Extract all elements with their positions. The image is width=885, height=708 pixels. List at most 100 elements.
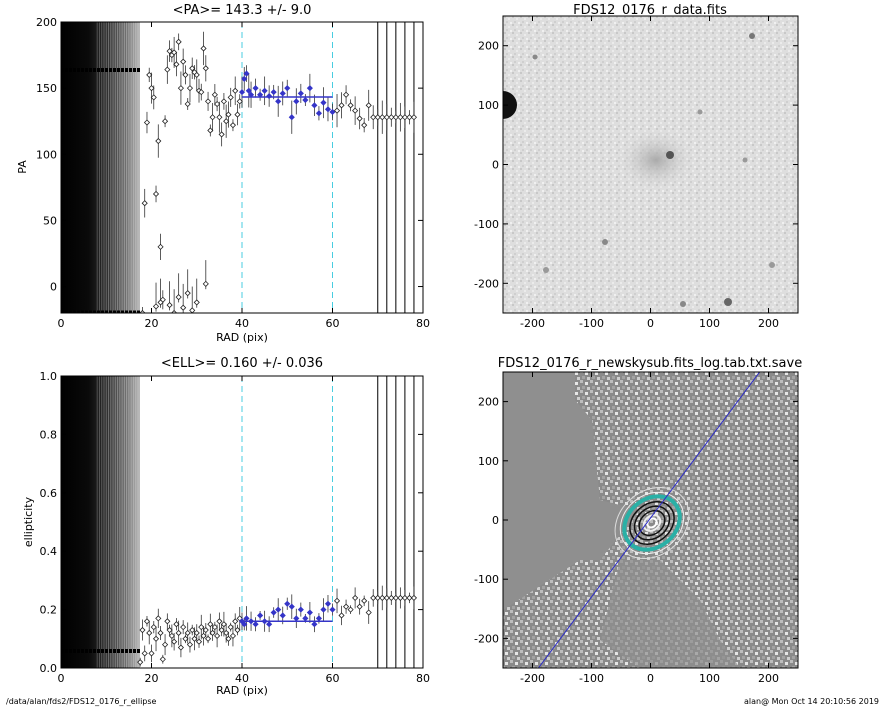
ell-point bbox=[320, 606, 327, 613]
pa-ytick-label: 50 bbox=[43, 214, 57, 227]
ell-point bbox=[146, 629, 153, 637]
data-image-ytick-label: -100 bbox=[474, 218, 499, 231]
pa-title: <PA>= 143.3 +/- 9.0 bbox=[173, 3, 312, 18]
pa-point bbox=[207, 127, 214, 134]
pa-panel: <PA>= 143.3 +/- 9.0 0 20 40 60 80 0 50 100 150 20… bbox=[16, 3, 430, 344]
pa-xtick-label: 0 bbox=[58, 317, 65, 330]
pa-point bbox=[157, 243, 164, 250]
ell-point bbox=[338, 612, 345, 619]
pa-xtick-label: 60 bbox=[326, 317, 340, 330]
pa-point bbox=[216, 114, 223, 121]
pa-point bbox=[397, 114, 404, 121]
ell-point bbox=[257, 612, 264, 619]
pa-point bbox=[261, 87, 268, 94]
ell-point bbox=[220, 621, 227, 628]
data-image-xtick-label: -100 bbox=[579, 317, 604, 330]
pa-point bbox=[152, 303, 160, 310]
ell-point bbox=[202, 626, 209, 634]
pa-point bbox=[148, 85, 155, 92]
ell-point bbox=[184, 629, 191, 637]
ell-point bbox=[243, 615, 250, 622]
pa-ytick-label: 0 bbox=[50, 281, 57, 294]
pa-point bbox=[343, 91, 350, 98]
ell-point bbox=[388, 594, 395, 601]
ell-xlabel: RAD (pix) bbox=[216, 684, 268, 697]
ell-point bbox=[218, 626, 225, 634]
skysub-image-panel: FDS12_0176_r_newskysub.fits_log.tab.txt.… bbox=[474, 356, 802, 685]
pa-point bbox=[150, 94, 157, 101]
pa-point bbox=[202, 65, 209, 72]
ell-point bbox=[297, 606, 304, 613]
ell-xtick-label: 40 bbox=[235, 672, 249, 685]
ell-point bbox=[379, 594, 386, 601]
ell-point bbox=[211, 624, 218, 631]
pa-point bbox=[202, 280, 209, 287]
pa-point bbox=[223, 118, 230, 125]
ell-ylabel: ellipticity bbox=[22, 496, 35, 547]
pa-point bbox=[352, 107, 359, 114]
ell-point bbox=[293, 615, 300, 622]
pa-point bbox=[225, 111, 232, 118]
ell-points bbox=[137, 594, 418, 666]
ell-point bbox=[232, 618, 239, 625]
pa-point bbox=[232, 87, 239, 94]
pa-point bbox=[275, 98, 282, 105]
star bbox=[697, 109, 703, 115]
bright-galaxy-core bbox=[503, 91, 517, 119]
ell-point bbox=[241, 621, 248, 628]
pa-point bbox=[229, 122, 237, 129]
pa-point bbox=[220, 98, 227, 105]
pa-point bbox=[243, 70, 250, 77]
pa-xtick-label: 80 bbox=[416, 317, 430, 330]
skysub-image-ytick-label: -200 bbox=[474, 632, 499, 645]
ell-point bbox=[195, 638, 203, 645]
star bbox=[666, 151, 674, 159]
ell-point bbox=[284, 600, 291, 607]
ell-axes: 0 20 40 60 80 0.0 0.2 0.4 0.6 0.8 1.0 bbox=[40, 370, 431, 685]
ell-panel: <ELL>= 0.160 +/- 0.036 0 20 40 60 80 0.0 0.2 0.… bbox=[22, 356, 430, 697]
pa-inner-black-band bbox=[61, 22, 140, 313]
masked-region-upper-left bbox=[503, 372, 640, 610]
pa-point bbox=[401, 114, 408, 121]
ell-ytick-label: 1.0 bbox=[40, 370, 58, 383]
ell-point bbox=[410, 594, 418, 601]
pa-point bbox=[198, 89, 205, 96]
ell-xtick-label: 20 bbox=[145, 672, 159, 685]
data-image-axes: -200 -100 0 100 200 -200 -100 0 100 200 bbox=[474, 16, 798, 330]
ell-point bbox=[270, 609, 277, 616]
pa-point bbox=[227, 94, 234, 101]
ell-point bbox=[200, 632, 207, 639]
ell-point bbox=[162, 641, 169, 648]
ell-point bbox=[324, 600, 332, 607]
pa-point bbox=[297, 90, 304, 97]
ell-point bbox=[214, 632, 221, 639]
ell-point bbox=[150, 624, 157, 631]
ell-point bbox=[191, 635, 198, 642]
pa-point bbox=[252, 85, 259, 92]
pa-point bbox=[379, 114, 386, 121]
skysub-image-title: FDS12_0176_r_newskysub.fits_log.tab.txt.… bbox=[498, 356, 802, 371]
pa-point bbox=[324, 106, 332, 113]
ell-point bbox=[207, 621, 214, 628]
ell-point bbox=[157, 629, 164, 637]
data-image-title: FDS12_0176_r_data.fits bbox=[573, 3, 727, 18]
ell-xtick-label: 0 bbox=[58, 672, 65, 685]
pa-point bbox=[155, 137, 162, 145]
skysub-image-xtick-label: 100 bbox=[699, 672, 720, 685]
ell-point bbox=[401, 594, 408, 601]
ell-point bbox=[209, 629, 216, 637]
pa-point bbox=[152, 190, 160, 198]
ell-point bbox=[180, 624, 187, 631]
ell-point bbox=[275, 606, 282, 613]
pa-point bbox=[361, 122, 368, 129]
pa-point bbox=[175, 294, 182, 301]
pa-point bbox=[306, 85, 313, 92]
star bbox=[742, 157, 748, 163]
skysub-image-xtick-label: 0 bbox=[647, 672, 654, 685]
pa-point bbox=[370, 114, 377, 121]
ell-xtick-label: 80 bbox=[416, 672, 430, 685]
pa-point bbox=[211, 91, 218, 98]
footer-right-stamp: alan@ Mon Oct 14 20:10:56 2019 bbox=[744, 697, 879, 706]
pa-point bbox=[141, 200, 148, 207]
ell-ytick-label: 0.0 bbox=[40, 662, 58, 675]
